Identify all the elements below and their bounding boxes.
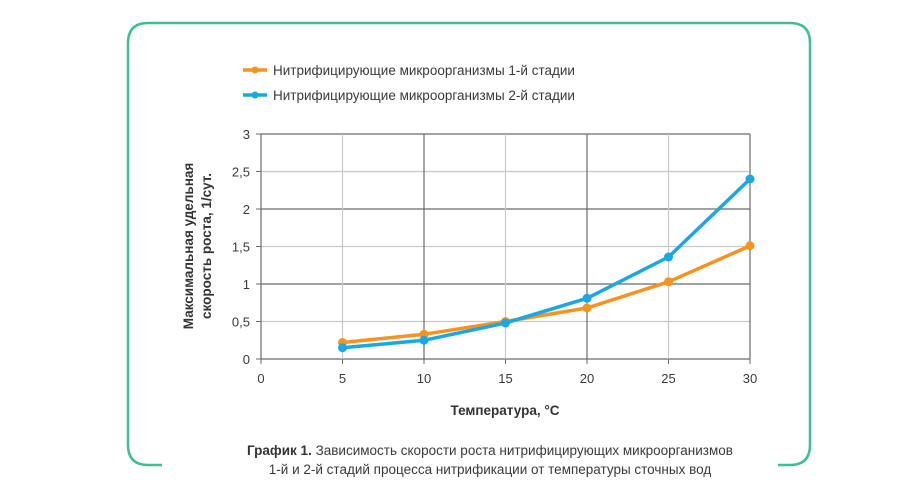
data-point-marker — [664, 252, 673, 262]
x-axis-ticks: 0 5 10 15 20 25 30 — [257, 359, 757, 386]
x-tick-label: 25 — [661, 371, 675, 386]
caption-label: График 1. — [247, 443, 312, 458]
data-point-marker — [582, 303, 592, 313]
x-tick-label: 10 — [417, 371, 431, 386]
y-axis-title-line2: скорость роста, 1/сут. — [199, 173, 214, 319]
series-line — [342, 244, 751, 345]
data-series — [338, 174, 755, 353]
x-tick-label: 15 — [498, 371, 512, 386]
caption-text-1: Зависимость скорости роста нитрифицирующ… — [315, 443, 733, 458]
x-tick-label: 20 — [580, 371, 594, 386]
y-axis-ticks: 0 0,5 1 1,5 2 2,5 3 — [232, 127, 261, 367]
data-point-marker — [419, 335, 429, 345]
legend-label-stage2: Нитрифицирующие микроорганизмы 2-й стади… — [273, 88, 575, 103]
data-point-marker — [664, 277, 673, 287]
x-tick-label: 5 — [339, 371, 346, 386]
series-line — [342, 177, 752, 350]
x-tick-label: 0 — [257, 371, 264, 386]
data-point-marker — [745, 241, 755, 251]
series-1 — [338, 241, 755, 347]
y-tick-label: 2 — [243, 202, 250, 217]
data-point-marker — [338, 343, 347, 353]
legend-item-stage1: Нитрифицирующие микроорганизмы 1-й стади… — [243, 63, 575, 78]
y-tick-label: 1 — [243, 277, 250, 292]
figure-caption: График 1. Зависимость скорости роста нит… — [150, 441, 830, 479]
legend: Нитрифицирующие микроорганизмы 1-й стади… — [243, 63, 575, 103]
caption-line-2: 1-й и 2-й стадий процесса нитрификации о… — [268, 462, 712, 477]
y-tick-label: 1,5 — [232, 240, 250, 255]
y-tick-label: 3 — [243, 127, 250, 142]
y-tick-label: 0 — [243, 352, 250, 367]
x-axis-title: Температура, °C — [451, 403, 560, 418]
data-point-marker — [501, 318, 510, 328]
frame-border — [126, 21, 812, 467]
x-tick-label: 30 — [743, 371, 757, 386]
y-axis-title-line1: Максимальная удельная — [181, 163, 196, 329]
y-tick-label: 2,5 — [232, 165, 250, 180]
legend-item-stage2: Нитрифицирующие микроорганизмы 2-й стади… — [243, 88, 575, 103]
caption-line-1: График 1. Зависимость скорости роста нит… — [150, 441, 830, 460]
data-point-marker — [582, 293, 592, 303]
legend-label-stage1: Нитрифицирующие микроорганизмы 1-й стади… — [273, 63, 575, 78]
series-2 — [338, 174, 755, 353]
y-tick-label: 0,5 — [232, 315, 250, 330]
data-point-marker — [745, 174, 755, 184]
y-axis-title: Максимальная удельная скорость роста, 1/… — [181, 163, 214, 329]
